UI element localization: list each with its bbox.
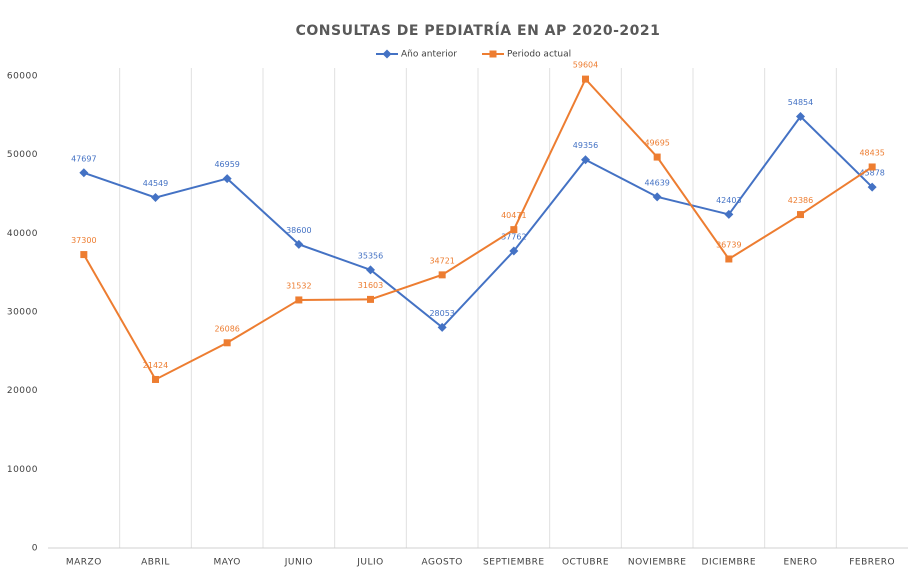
y-tick-label: 20000 bbox=[7, 386, 38, 396]
marker bbox=[868, 163, 876, 171]
data-label: 37300 bbox=[71, 236, 96, 245]
x-tick-label: ABRIL bbox=[141, 558, 170, 568]
marker bbox=[152, 375, 159, 383]
marker bbox=[653, 153, 661, 161]
data-label: 45878 bbox=[859, 169, 884, 178]
marker bbox=[652, 192, 662, 202]
y-tick-label: 30000 bbox=[7, 308, 38, 318]
marker bbox=[581, 155, 590, 165]
x-tick-label: OCTUBRE bbox=[562, 558, 609, 568]
y-tick-label: 40000 bbox=[7, 229, 38, 239]
x-tick-label: MAYO bbox=[214, 558, 241, 568]
data-label: 31532 bbox=[286, 281, 311, 290]
y-tick-label: 50000 bbox=[7, 150, 38, 160]
marker bbox=[382, 49, 392, 59]
y-tick-label: 10000 bbox=[7, 465, 38, 475]
x-tick-label: NOVIEMBRE bbox=[628, 558, 687, 568]
data-label: 54854 bbox=[788, 98, 813, 107]
x-tick-label: JULIO bbox=[356, 558, 384, 568]
data-label: 28053 bbox=[429, 309, 454, 318]
series-line bbox=[83, 114, 873, 329]
x-tick-label: MARZO bbox=[66, 558, 102, 568]
marker bbox=[80, 251, 88, 259]
chart-title: CONSULTAS DE PEDIATRÍA EN AP 2020-2021 bbox=[296, 22, 661, 39]
data-label: 59604 bbox=[573, 61, 598, 70]
data-label: 40471 bbox=[501, 211, 526, 220]
marker bbox=[582, 75, 589, 83]
data-label: 47697 bbox=[71, 154, 96, 163]
data-label: 31603 bbox=[358, 281, 383, 290]
marker bbox=[797, 211, 804, 219]
marker bbox=[222, 174, 232, 184]
data-label: 46959 bbox=[214, 160, 239, 169]
data-label: 42386 bbox=[788, 196, 813, 205]
data-label: 36739 bbox=[716, 240, 741, 249]
marker bbox=[725, 255, 733, 263]
marker bbox=[295, 296, 303, 304]
data-label: 49356 bbox=[573, 141, 598, 150]
data-label: 21424 bbox=[143, 361, 168, 370]
data-label: 42403 bbox=[716, 196, 741, 205]
legend-label: Año anterior bbox=[401, 50, 457, 60]
data-label: 48435 bbox=[859, 148, 884, 157]
data-label: 44549 bbox=[143, 179, 168, 188]
legend-label: Periodo actual bbox=[507, 50, 571, 60]
y-tick-label: 0 bbox=[32, 544, 38, 554]
marker bbox=[366, 265, 375, 275]
data-label: 44639 bbox=[644, 178, 669, 187]
x-tick-label: FEBRERO bbox=[849, 558, 895, 568]
data-label: 34721 bbox=[429, 256, 454, 265]
x-tick-label: AGOSTO bbox=[421, 558, 462, 568]
data-label: 26086 bbox=[214, 324, 239, 333]
marker bbox=[438, 271, 446, 279]
data-label: 49695 bbox=[644, 139, 669, 148]
marker bbox=[294, 239, 304, 249]
marker bbox=[724, 209, 734, 219]
marker bbox=[79, 168, 89, 178]
marker bbox=[437, 322, 447, 332]
data-label: 37762 bbox=[501, 232, 526, 241]
marker bbox=[223, 339, 231, 347]
marker bbox=[367, 295, 374, 303]
data-label: 35356 bbox=[358, 251, 383, 260]
x-tick-label: ENERO bbox=[784, 558, 818, 568]
marker bbox=[867, 182, 877, 192]
x-tick-label: JUNIO bbox=[284, 558, 313, 568]
series-line bbox=[82, 77, 873, 381]
x-tick-label: DICIEMBRE bbox=[702, 558, 757, 568]
marker bbox=[489, 50, 497, 58]
marker bbox=[796, 111, 805, 121]
y-tick-label: 60000 bbox=[7, 72, 38, 82]
marker bbox=[510, 226, 518, 234]
marker bbox=[509, 246, 519, 256]
marker bbox=[151, 193, 160, 203]
data-label: 38600 bbox=[286, 226, 311, 235]
x-tick-label: SEPTIEMBRE bbox=[483, 558, 545, 568]
